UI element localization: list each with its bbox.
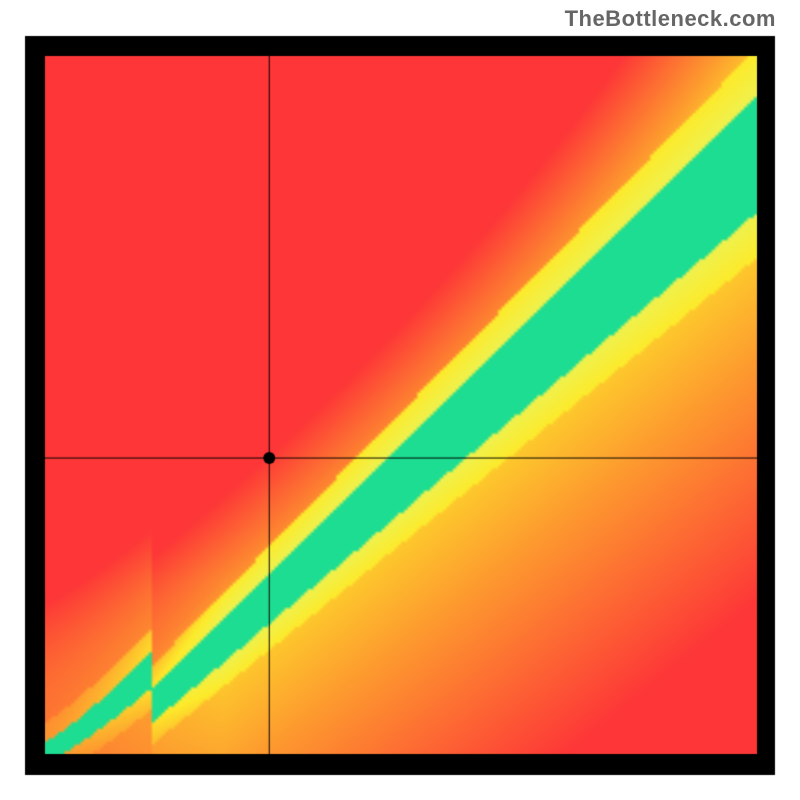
bottleneck-heatmap [0, 0, 800, 800]
chart-wrapper: TheBottleneck.com [0, 0, 800, 800]
watermark-label: TheBottleneck.com [565, 6, 776, 32]
